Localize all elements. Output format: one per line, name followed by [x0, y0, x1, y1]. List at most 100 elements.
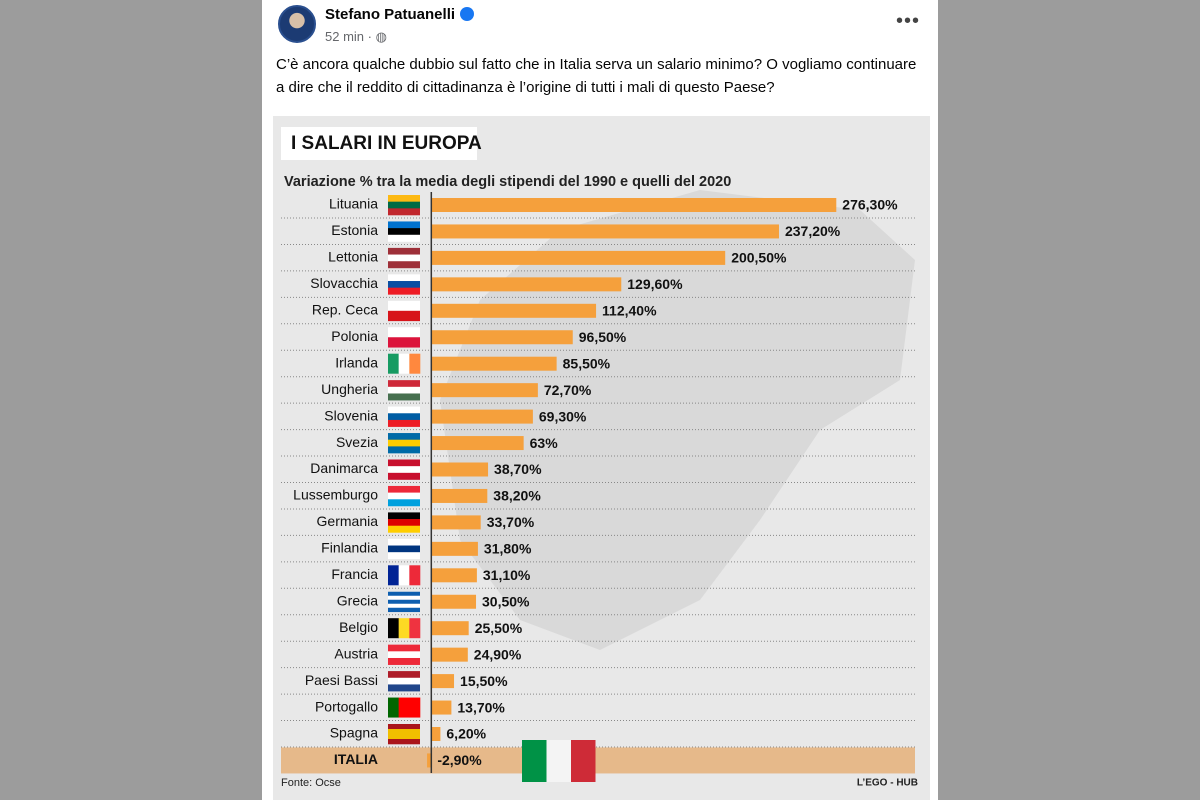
flag: [388, 485, 420, 507]
bar: [431, 727, 441, 741]
flag-stripe: [388, 644, 420, 652]
flag-stripe: [388, 552, 420, 560]
bar: [431, 409, 533, 424]
bar: [431, 356, 557, 371]
bar: [431, 621, 469, 636]
flag-stripe: [388, 519, 420, 527]
flag-stripe: [388, 208, 420, 216]
category-label: Rep. Ceca: [312, 302, 378, 318]
category-label: Lettonia: [328, 249, 378, 265]
flag-stripe: [388, 618, 399, 639]
flag-stripe: [388, 684, 420, 692]
category-label: Finlandia: [321, 540, 378, 556]
flag-stripe: [388, 261, 420, 269]
flag-stripe: [388, 393, 420, 401]
flag-stripe: [388, 439, 420, 447]
category-label: Ungheria: [321, 381, 378, 397]
flag: [388, 274, 420, 295]
flag-stripe: [388, 651, 420, 659]
flag: [388, 433, 420, 454]
bar: [431, 436, 524, 451]
flag-stripe: [388, 603, 420, 609]
value-label: 69,30%: [539, 408, 587, 424]
flag: [388, 644, 420, 665]
flag: [388, 380, 420, 401]
flag-stripe: [388, 446, 420, 454]
flag-stripe: [388, 591, 420, 597]
value-label: 24,90%: [474, 646, 522, 662]
chart-subtitle: Variazione % tra la media degli stipendi…: [284, 174, 731, 190]
bar: [431, 647, 468, 662]
time[interactable]: 52 min: [325, 29, 365, 44]
flag-stripe: [388, 595, 420, 601]
flag-stripe: [388, 195, 420, 202]
flag: [388, 512, 420, 533]
flag-stripe: [388, 739, 420, 745]
author-name[interactable]: Stefano Patuanelli: [325, 6, 456, 23]
flag-stripe: [388, 337, 420, 348]
flag: [388, 247, 420, 269]
bar: [431, 700, 452, 715]
value-label: 72,70%: [544, 382, 592, 398]
author[interactable]: Stefano Patuanelli: [325, 6, 475, 23]
flag-stripe: [522, 740, 547, 782]
category-label: Francia: [331, 566, 378, 582]
category-label: Polonia: [331, 328, 378, 344]
bar: [431, 198, 837, 212]
avatar[interactable]: [278, 5, 316, 43]
flag-stripe: [388, 433, 420, 441]
bar: [431, 515, 481, 530]
flag-stripe: [546, 740, 571, 782]
more-options[interactable]: •••: [895, 10, 920, 32]
post-text: C’è ancora qualche dubbio sul fatto che …: [276, 56, 917, 96]
flag: [388, 327, 420, 348]
flag-stripe: [388, 254, 420, 262]
title-box: [281, 127, 477, 160]
value-label: 129,60%: [627, 276, 683, 292]
flag-stripe: [388, 380, 420, 388]
category-label: Germania: [317, 513, 379, 529]
flag-stripe: [388, 485, 420, 493]
category-label: Austria: [334, 645, 378, 661]
flag: [388, 459, 420, 480]
value-label: 112,40%: [602, 303, 657, 319]
category-label: Svezia: [336, 434, 378, 450]
flag-stripe: [409, 565, 421, 586]
value-label: 33,70%: [487, 514, 535, 530]
category-label: Estonia: [331, 222, 378, 238]
flag-stripe: [409, 618, 421, 639]
flag-stripe: [388, 413, 420, 421]
bar: [431, 250, 726, 265]
flag-stripe: [388, 386, 420, 394]
flag-stripe: [398, 697, 410, 718]
bar: [431, 541, 478, 556]
flag-stripe: [388, 353, 399, 374]
value-label: 276,30%: [842, 197, 898, 213]
bar: [431, 488, 488, 503]
flag-stripe: [388, 657, 420, 665]
flag-stripe: [388, 565, 399, 586]
flag-stripe: [388, 419, 420, 427]
category-label: Lituania: [329, 196, 378, 212]
bar: [431, 303, 597, 318]
flag: [388, 221, 420, 242]
value-label: 63%: [530, 435, 559, 451]
value-label: 15,50%: [460, 673, 508, 689]
flag-stripe: [388, 512, 420, 520]
flag-stripe: [388, 327, 420, 338]
value-label: 200,50%: [731, 250, 787, 266]
category-label: Portogallo: [315, 698, 378, 714]
value-label: 237,20%: [785, 223, 841, 239]
value-label: -2,90%: [437, 752, 482, 768]
flag-stripe: [388, 472, 420, 480]
timestamp[interactable]: 52 min · ◍: [325, 29, 387, 44]
credit: L’EGO - HUB: [857, 778, 918, 789]
flag-stripe: [388, 201, 420, 209]
flag-stripe: [388, 234, 420, 242]
flag-stripe: [388, 499, 420, 507]
category-label: Spagna: [330, 725, 378, 741]
flag-stripe: [388, 228, 420, 236]
value-label: 85,50%: [563, 355, 611, 371]
